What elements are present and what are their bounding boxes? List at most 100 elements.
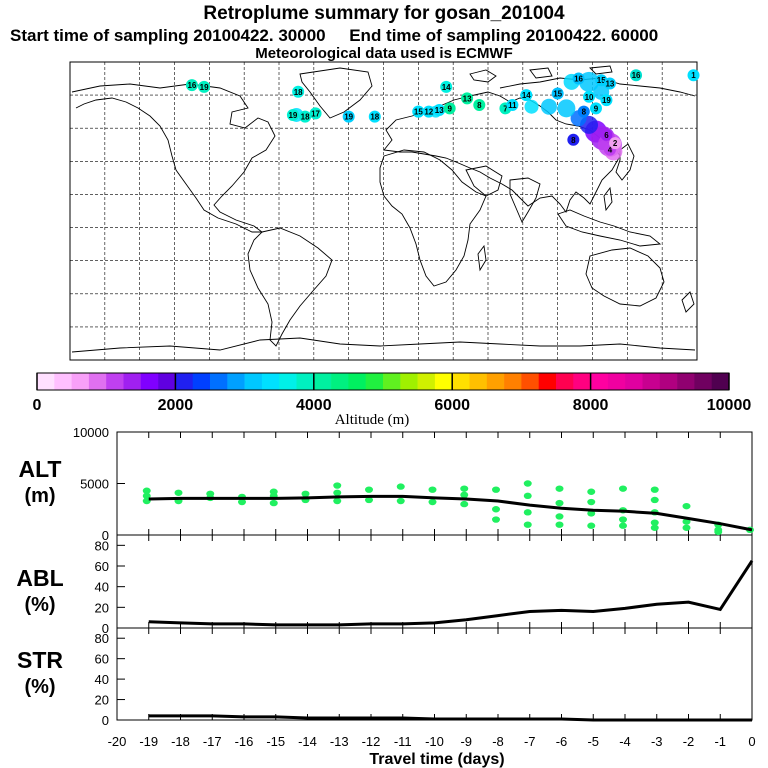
colorbar-swatch xyxy=(400,373,418,390)
alt-scatter-point xyxy=(206,490,215,497)
time-series-panels: ALT (m) ABL (%) STR (%) 0 5000 10000 0 20 40 6… xyxy=(16,425,755,768)
x-tick-label: -1 xyxy=(714,734,726,749)
y-tick-label: 40 xyxy=(95,672,109,687)
alt-panel-label: ALT xyxy=(18,456,61,482)
coastlines xyxy=(71,65,696,353)
x-tick-label: -5 xyxy=(587,734,599,749)
colorbar-swatch xyxy=(556,373,574,390)
cluster-marker xyxy=(687,69,700,82)
cluster-marker xyxy=(412,105,425,118)
alt-scatter-point xyxy=(142,497,151,505)
cluster-label: 13 xyxy=(435,106,444,115)
cluster-marker xyxy=(506,99,519,112)
map-frame xyxy=(69,61,698,361)
colorbar-swatch xyxy=(279,373,297,390)
cluster-marker xyxy=(567,133,580,146)
colorbar-tick-label: 2000 xyxy=(158,397,194,414)
cluster-label: 9 xyxy=(447,104,452,113)
coastline-africa xyxy=(379,149,487,287)
colorbar-swatch xyxy=(71,373,90,390)
colorbar-swatch xyxy=(54,373,72,390)
y-tick-label: 60 xyxy=(95,652,109,667)
colorbar-swatch xyxy=(348,373,366,390)
altitude-colorbar: 0 2000 4000 6000 8000 10000 Altitude (m) xyxy=(33,372,751,428)
cluster-marker xyxy=(583,90,596,103)
x-axis-label: Travel time (days) xyxy=(369,751,504,768)
colorbar-swatch xyxy=(123,373,142,390)
colorbar-swatch xyxy=(210,373,228,390)
alt-scatter-point xyxy=(428,486,437,493)
cluster-marker xyxy=(603,77,616,90)
colorbar-swatch xyxy=(296,373,315,390)
abl-panel-unit: (%) xyxy=(24,594,55,616)
alt-scatter-point xyxy=(523,492,532,500)
alt-scatter-point xyxy=(619,516,627,523)
colorbar-swatch xyxy=(261,373,280,390)
cluster-marker xyxy=(577,105,590,118)
alt-scatter-point xyxy=(587,498,596,506)
alt-scatter-point xyxy=(174,489,183,496)
alt-scatter-point xyxy=(460,485,469,492)
alt-scatter-point xyxy=(492,506,500,513)
y-tick-label: 20 xyxy=(95,693,109,708)
alt-scatter-point xyxy=(396,497,405,505)
cluster-label: 16 xyxy=(632,71,641,80)
alt-scatter-point xyxy=(269,499,278,507)
cluster-label: 19 xyxy=(344,113,353,122)
colorbar-tick-label: 8000 xyxy=(573,397,609,414)
coastline-north-america xyxy=(71,83,276,233)
cluster-marker xyxy=(461,92,474,105)
colorbar-swatch xyxy=(158,373,176,390)
colorbar-tick-label: 6000 xyxy=(434,397,470,414)
colorbar-swatch xyxy=(642,373,661,390)
colorbar-swatch xyxy=(452,373,470,390)
alt-scatter-point xyxy=(714,528,723,536)
cluster-marker xyxy=(286,108,299,121)
sampling-time-line: Start time of sampling 20100422. 30000 E… xyxy=(10,26,659,45)
alt-scatter-point xyxy=(650,496,659,504)
cluster-marker xyxy=(443,102,456,115)
cluster-label: 10 xyxy=(585,93,594,102)
alt-scatter-point xyxy=(555,499,564,507)
alt-scatter-point xyxy=(365,486,373,493)
cluster-marker xyxy=(198,80,211,93)
cluster-label: 19 xyxy=(288,111,297,120)
colorbar-swatch xyxy=(711,373,730,390)
cluster-marker xyxy=(600,94,613,107)
x-tick-label: -20 xyxy=(108,734,127,749)
alt-scatter-point xyxy=(333,489,342,496)
plume-blob xyxy=(557,99,576,118)
alt-panel-frame xyxy=(116,431,753,536)
cluster-label: 19 xyxy=(602,96,611,105)
alt-scatter-point xyxy=(460,491,469,499)
alt-scatter-point xyxy=(492,486,500,493)
cluster-label: 8 xyxy=(582,108,587,117)
y-tick-label: 20 xyxy=(95,600,109,615)
x-tick-label: -6 xyxy=(556,734,568,749)
y-tick-label: 0 xyxy=(102,528,109,543)
cluster-label: 13 xyxy=(605,80,614,89)
x-tick-label: -10 xyxy=(425,734,444,749)
colorbar-swatch xyxy=(331,373,349,390)
colorbar-swatch xyxy=(106,373,124,390)
cluster-label: 7 xyxy=(503,104,508,113)
cluster-label: 15 xyxy=(414,108,423,117)
x-tick-label: -11 xyxy=(394,734,412,749)
coastline-new-zealand xyxy=(681,291,695,313)
alt-scatter-point xyxy=(555,485,564,492)
cluster-marker xyxy=(292,85,305,98)
colorbar-swatch xyxy=(175,373,193,390)
meteorological-data-line: Meteorological data used is ECMWF xyxy=(255,45,513,62)
alt-scatter-point xyxy=(650,524,659,531)
cluster-marker xyxy=(520,89,533,102)
alt-scatter-point xyxy=(682,502,691,510)
colorbar-swatch xyxy=(573,373,591,390)
colorbar-swatch xyxy=(538,373,557,390)
colorbar-swatches xyxy=(36,372,730,391)
alt-scatter-point xyxy=(682,524,691,531)
cluster-marker xyxy=(609,137,622,150)
cluster-marker xyxy=(589,102,602,115)
coastline-arctic-islands xyxy=(469,65,613,83)
